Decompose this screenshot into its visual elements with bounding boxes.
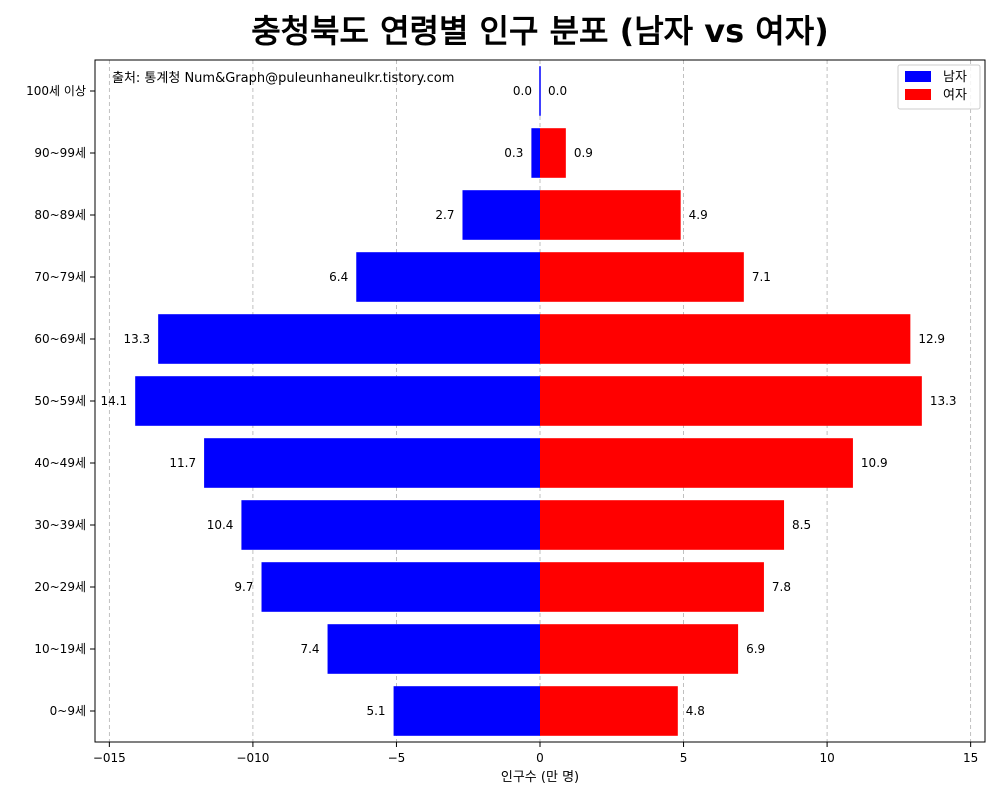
bar-female [540,624,739,674]
bar-male [204,438,540,488]
bar-female [540,190,681,240]
data-label-female: 7.1 [752,270,771,284]
data-label-male: 10.4 [207,518,234,532]
bar-male [462,190,540,240]
bar-female [540,376,922,426]
data-label-female: 10.9 [861,456,888,470]
y-tick-label: 0~9세 [50,704,86,718]
y-tick-label: 80~89세 [34,208,86,222]
y-tick-label: 40~49세 [34,456,86,470]
bar-male [531,128,540,178]
bar-male [356,252,540,302]
x-axis-label: 인구수 (만 명) [501,770,579,785]
plot-frame [94,59,986,743]
y-tick-label: 90~99세 [34,146,86,160]
legend-swatch [905,71,931,82]
bar-male [241,500,540,550]
axis-layer: −015 −010 −5 0 5 10 15 0~9세 10~19세 20~29세 30~39세 40… [26,84,978,765]
y-tick-label: 20~29세 [34,580,86,594]
bars-layer [135,66,922,736]
bar-female [540,562,764,612]
data-label-male: 14.1 [100,394,127,408]
y-tick-label: 100세 이상 [26,84,86,98]
data-label-female: 8.5 [792,518,811,532]
bar-male [393,686,540,736]
source-annotation: 출처: 통계청 Num&Graph@puleunhaneulkr.tistory… [112,71,454,86]
x-tick-label: −015 [93,751,126,765]
x-tick-label: −010 [236,751,269,765]
y-tick-label: 70~79세 [34,270,86,284]
bar-female [540,128,566,178]
data-label-male: 0.3 [504,146,523,160]
bar-female [540,438,853,488]
data-label-male: 0.0 [513,84,532,98]
y-tick-label: 10~19세 [34,642,86,656]
bar-female [540,314,911,364]
data-label-male: 2.7 [435,208,454,222]
x-tick-label: 0 [536,751,544,765]
data-label-male: 9.7 [234,580,253,594]
data-label-female: 4.9 [689,208,708,222]
data-label-male: 5.1 [366,704,385,718]
x-tick-label: −5 [388,751,406,765]
data-label-female: 7.8 [772,580,791,594]
bar-male [327,624,540,674]
legend-swatch [905,89,931,100]
x-tick-label: 10 [819,751,834,765]
data-label-female: 6.9 [746,642,765,656]
bar-male [261,562,540,612]
data-label-male: 6.4 [329,270,348,284]
x-tick-label: 5 [680,751,688,765]
data-label-female: 0.0 [548,84,567,98]
bar-female [540,500,785,550]
data-label-male: 13.3 [123,332,150,346]
legend-label: 남자 [943,70,967,85]
y-tick-label: 60~69세 [34,332,86,346]
bar-female [540,252,744,302]
bar-male [135,376,540,426]
x-tick-label: 15 [963,751,978,765]
data-label-female: 0.9 [574,146,593,160]
data-label-male: 11.7 [169,456,196,470]
data-label-male: 7.4 [300,642,319,656]
data-label-female: 12.9 [918,332,945,346]
legend-label: 여자 [943,88,967,103]
bar-male [158,314,540,364]
y-tick-label: 50~59세 [34,394,86,408]
y-tick-label: 30~39세 [34,518,86,532]
data-label-female: 4.8 [686,704,705,718]
data-label-female: 13.3 [930,394,957,408]
data-labels-layer: 5.1 4.8 7.4 6.9 9.7 7.8 10.4 8.5 11.7 10.9 14.1 13.… [100,84,956,718]
bar-female [540,686,678,736]
chart-title: 충청북도 연령별 인구 분포 (남자 vs 여자) [251,12,829,50]
